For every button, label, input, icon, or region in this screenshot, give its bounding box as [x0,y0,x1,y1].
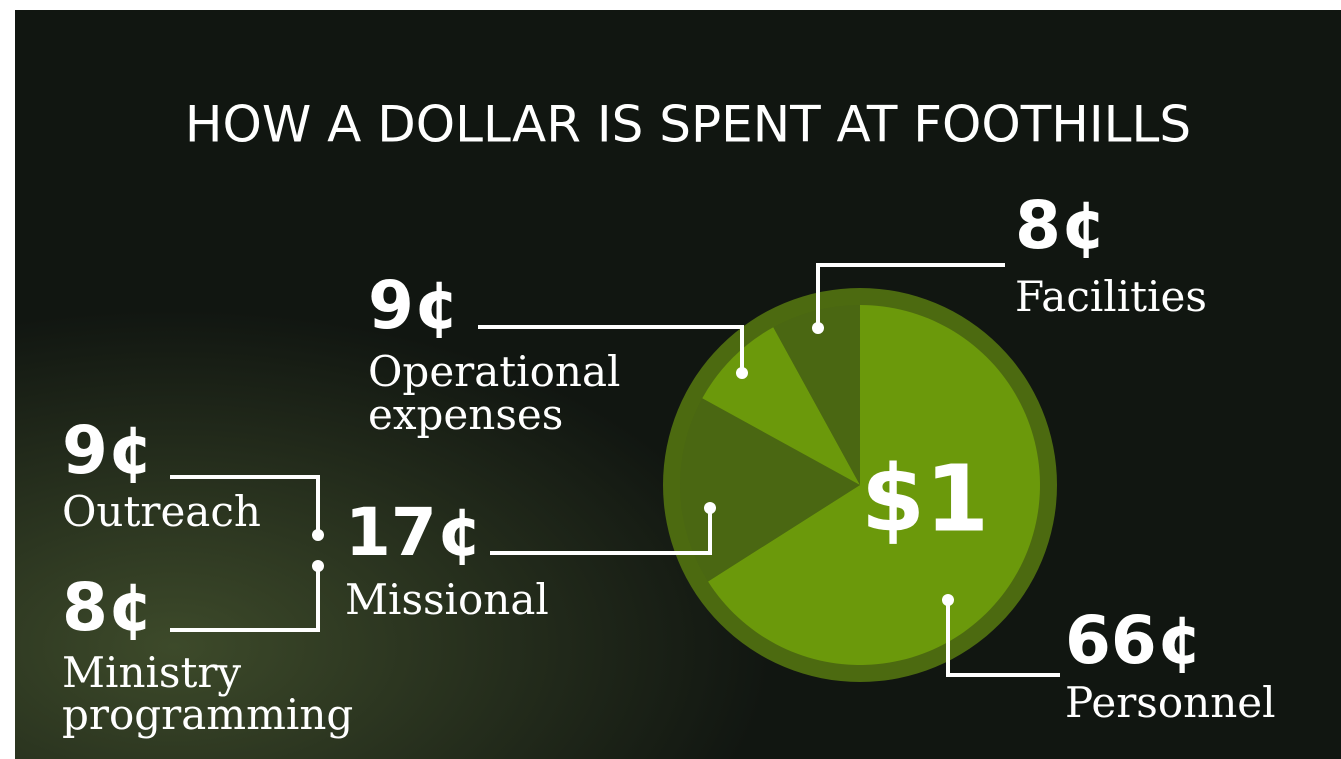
connector-dot [312,560,324,572]
connector-dot [812,322,824,334]
chart-title: HOW A DOLLAR IS SPENT AT FOOTHILLS [185,96,1191,154]
value-label: 8¢ [1015,187,1107,264]
pie-slice [679,398,860,582]
value-label: 66¢ [1065,602,1203,679]
value-label: 9¢ [368,267,460,344]
connector [490,508,712,555]
connector-dot [942,594,954,606]
connector [478,325,744,373]
value-label: 9¢ [62,412,154,489]
category-label: Facilities [1015,272,1207,321]
connector [170,566,320,632]
pie-slice [773,305,860,485]
connector [946,600,1060,677]
value-label: 8¢ [62,569,154,646]
connector-dot [736,367,748,379]
category-label: Operational expenses [368,347,620,439]
category-label: Outreach [62,487,261,536]
connector-dot [312,529,324,541]
background [15,10,1341,759]
pie-slice [708,305,1040,666]
center-label: $1 [861,445,989,552]
connector [816,263,1005,328]
connector-dot [704,502,716,514]
connector [170,475,320,535]
category-label: Personnel [1065,678,1276,727]
category-label: Missional [345,575,549,624]
value-label: 17¢ [345,494,483,571]
category-label: Ministry programming [62,648,353,739]
